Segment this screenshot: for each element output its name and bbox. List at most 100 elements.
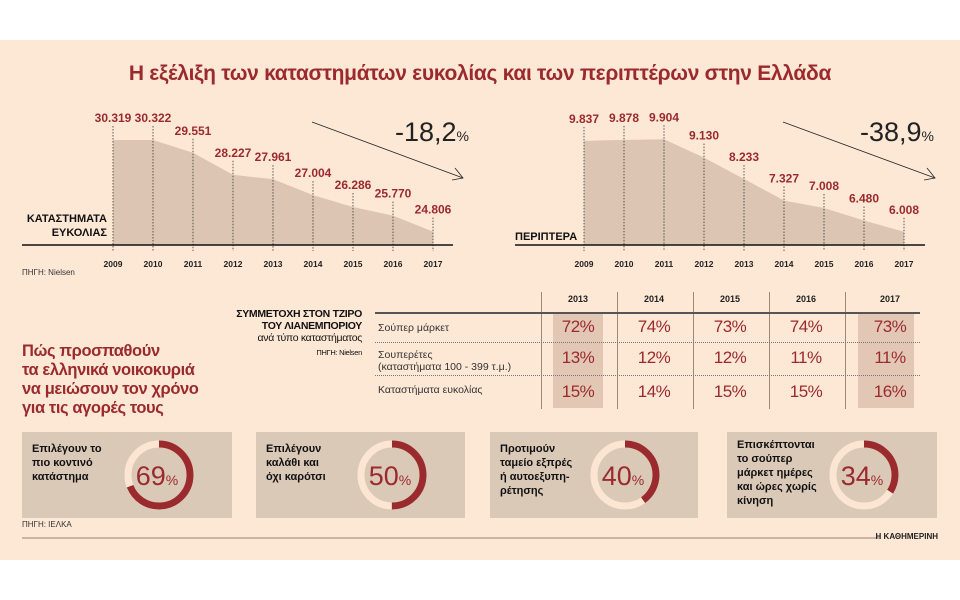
change-percent: -38,9% bbox=[860, 117, 934, 147]
data-label: 30.319 bbox=[95, 111, 132, 125]
table-cell: 12% bbox=[637, 348, 671, 367]
card-text-line: κίνηση bbox=[737, 495, 774, 507]
x-tick-label: 2012 bbox=[224, 259, 243, 269]
card-text-line: μάρκετ ημέρες bbox=[737, 467, 813, 479]
x-tick-label: 2010 bbox=[144, 259, 163, 269]
table-header-rule bbox=[375, 312, 920, 314]
column-header: 2017 bbox=[879, 294, 901, 304]
x-tick-label: 2012 bbox=[695, 259, 714, 269]
donut-fill bbox=[357, 440, 427, 510]
x-tick-label: 2016 bbox=[384, 259, 403, 269]
donut-fill bbox=[590, 440, 660, 510]
card-text-line: όχι καρότσι bbox=[266, 471, 326, 483]
x-tick-label: 2013 bbox=[264, 259, 283, 269]
table-cell: 15% bbox=[713, 382, 747, 401]
card-text-line: ρέτησης bbox=[500, 485, 544, 497]
x-tick-label: 2009 bbox=[575, 259, 594, 269]
card-text-line: και ώρες χωρίς bbox=[737, 481, 817, 493]
donut-chart: 69% bbox=[124, 440, 194, 510]
donut-value: 50% bbox=[369, 461, 412, 491]
headline-line: τα ελληνικά νοικοκυριά bbox=[22, 361, 195, 379]
x-tick-label: 2017 bbox=[895, 259, 914, 269]
card-text-line: καλάθι και bbox=[266, 457, 319, 469]
arrowhead-icon bbox=[923, 167, 936, 181]
column-divider bbox=[769, 292, 770, 409]
data-label: 9.837 bbox=[569, 112, 599, 126]
data-label: 8.233 bbox=[729, 150, 759, 164]
footer-rule bbox=[22, 537, 880, 539]
data-label: 24.806 bbox=[415, 203, 452, 217]
series-label: ΕΥΚΟΛΙΑΣ bbox=[52, 227, 108, 239]
data-label: 27.961 bbox=[255, 150, 292, 164]
donut-fill bbox=[829, 440, 899, 510]
table-cell: 14% bbox=[637, 382, 671, 401]
table-cell: 74% bbox=[637, 317, 671, 336]
donut-value: 34% bbox=[841, 461, 884, 491]
data-label: 30.322 bbox=[135, 111, 172, 125]
page-title: Η εξέλιξη των καταστημάτων ευκολίας και … bbox=[128, 62, 832, 85]
x-tick-label: 2011 bbox=[655, 259, 674, 269]
data-label: 27.004 bbox=[295, 166, 332, 180]
card-text-line: ταμείο εξπρές bbox=[500, 457, 573, 469]
row-label: Σούπερ μάρκετ bbox=[378, 322, 450, 334]
table-cell: 12% bbox=[713, 348, 747, 367]
stat-card: Προτιμούν ταμείο εξπρές ή αυτοεξυπη-ρέτηση… bbox=[490, 432, 698, 518]
table-cell: 15% bbox=[789, 382, 823, 401]
data-label: 6.480 bbox=[849, 192, 879, 206]
card-text-line: Επιλέγουν το bbox=[32, 443, 102, 455]
headline-line: να μειώσουν τον χρόνο bbox=[22, 380, 199, 398]
table-cell: 15% bbox=[561, 382, 595, 401]
x-tick-label: 2011 bbox=[184, 259, 203, 269]
table-cell: 73% bbox=[713, 317, 747, 336]
series-label: ΚΑΤΑΣΤΗΜΑΤΑ bbox=[27, 213, 107, 225]
column-divider bbox=[541, 292, 542, 409]
trend-arrow-icon bbox=[311, 121, 464, 179]
table-cell: 11% bbox=[790, 348, 822, 367]
chart-source: ΠΗΓΗ: Nielsen bbox=[22, 268, 75, 277]
data-label: 29.551 bbox=[175, 124, 212, 138]
column-header: 2013 bbox=[567, 294, 589, 304]
data-label: 9.130 bbox=[689, 129, 719, 143]
column-highlight bbox=[553, 312, 603, 408]
row-divider bbox=[375, 342, 920, 343]
row-label: Σουπερέτες bbox=[378, 349, 433, 361]
cards-source: ΠΗΓΗ: ΙΕΛΚΑ bbox=[22, 520, 72, 529]
x-tick-label: 2009 bbox=[104, 259, 123, 269]
card-text-line: ή αυτοεξυπη- bbox=[500, 471, 570, 483]
x-tick-label: 2013 bbox=[735, 259, 754, 269]
data-label: 7.327 bbox=[769, 171, 799, 185]
table-cell: 73% bbox=[873, 317, 907, 336]
table-cell: 74% bbox=[789, 317, 823, 336]
column-header: 2016 bbox=[795, 294, 817, 304]
area-charts: 30.319 2009 30.322 2010 29.551 2011 28.227 2012… bbox=[22, 110, 936, 269]
donut-value: 69% bbox=[136, 461, 179, 491]
x-tick-label: 2010 bbox=[615, 259, 634, 269]
column-header: 2015 bbox=[719, 294, 741, 304]
headline-line: Πώς προσπαθούν bbox=[22, 342, 160, 360]
series-label: ΠΕΡΙΠΤΕΡΑ bbox=[515, 231, 577, 243]
row-sublabel: (καταστήματα 100 - 399 τ.μ.) bbox=[378, 361, 512, 373]
x-tick-label: 2017 bbox=[424, 259, 443, 269]
column-highlight bbox=[858, 312, 914, 408]
row-divider bbox=[375, 375, 920, 376]
card-text-line: το σούπερ bbox=[737, 453, 793, 465]
donut-fill bbox=[124, 440, 194, 510]
headline-line: για τις αγορές τους bbox=[22, 399, 164, 417]
column-header: 2014 bbox=[643, 294, 665, 304]
card-text-line: Επισκέπτονται bbox=[737, 439, 815, 451]
data-label: 9.878 bbox=[609, 111, 639, 125]
card-text-line: πιο κοντινό bbox=[32, 457, 93, 469]
column-divider bbox=[693, 292, 694, 409]
data-label: 25.770 bbox=[375, 187, 412, 201]
column-divider bbox=[617, 292, 618, 409]
card-text-line: Επιλέγουν bbox=[266, 443, 322, 455]
table-cell: 13% bbox=[561, 348, 595, 367]
data-label: 26.286 bbox=[335, 178, 372, 192]
donut-value: 40% bbox=[602, 461, 645, 491]
table-title: ΣΥΜΜΕΤΟΧΗ ΣΤΟΝ ΤΖΙΡΟ bbox=[236, 308, 362, 320]
table-cell: 11% bbox=[874, 348, 906, 367]
stat-card: Επιλέγουν το πιο κοντινό κατάστημα 69% bbox=[22, 432, 232, 518]
data-label: 9.904 bbox=[649, 110, 679, 124]
data-label: 28.227 bbox=[215, 146, 252, 160]
donut-chart: 50% bbox=[357, 440, 427, 510]
